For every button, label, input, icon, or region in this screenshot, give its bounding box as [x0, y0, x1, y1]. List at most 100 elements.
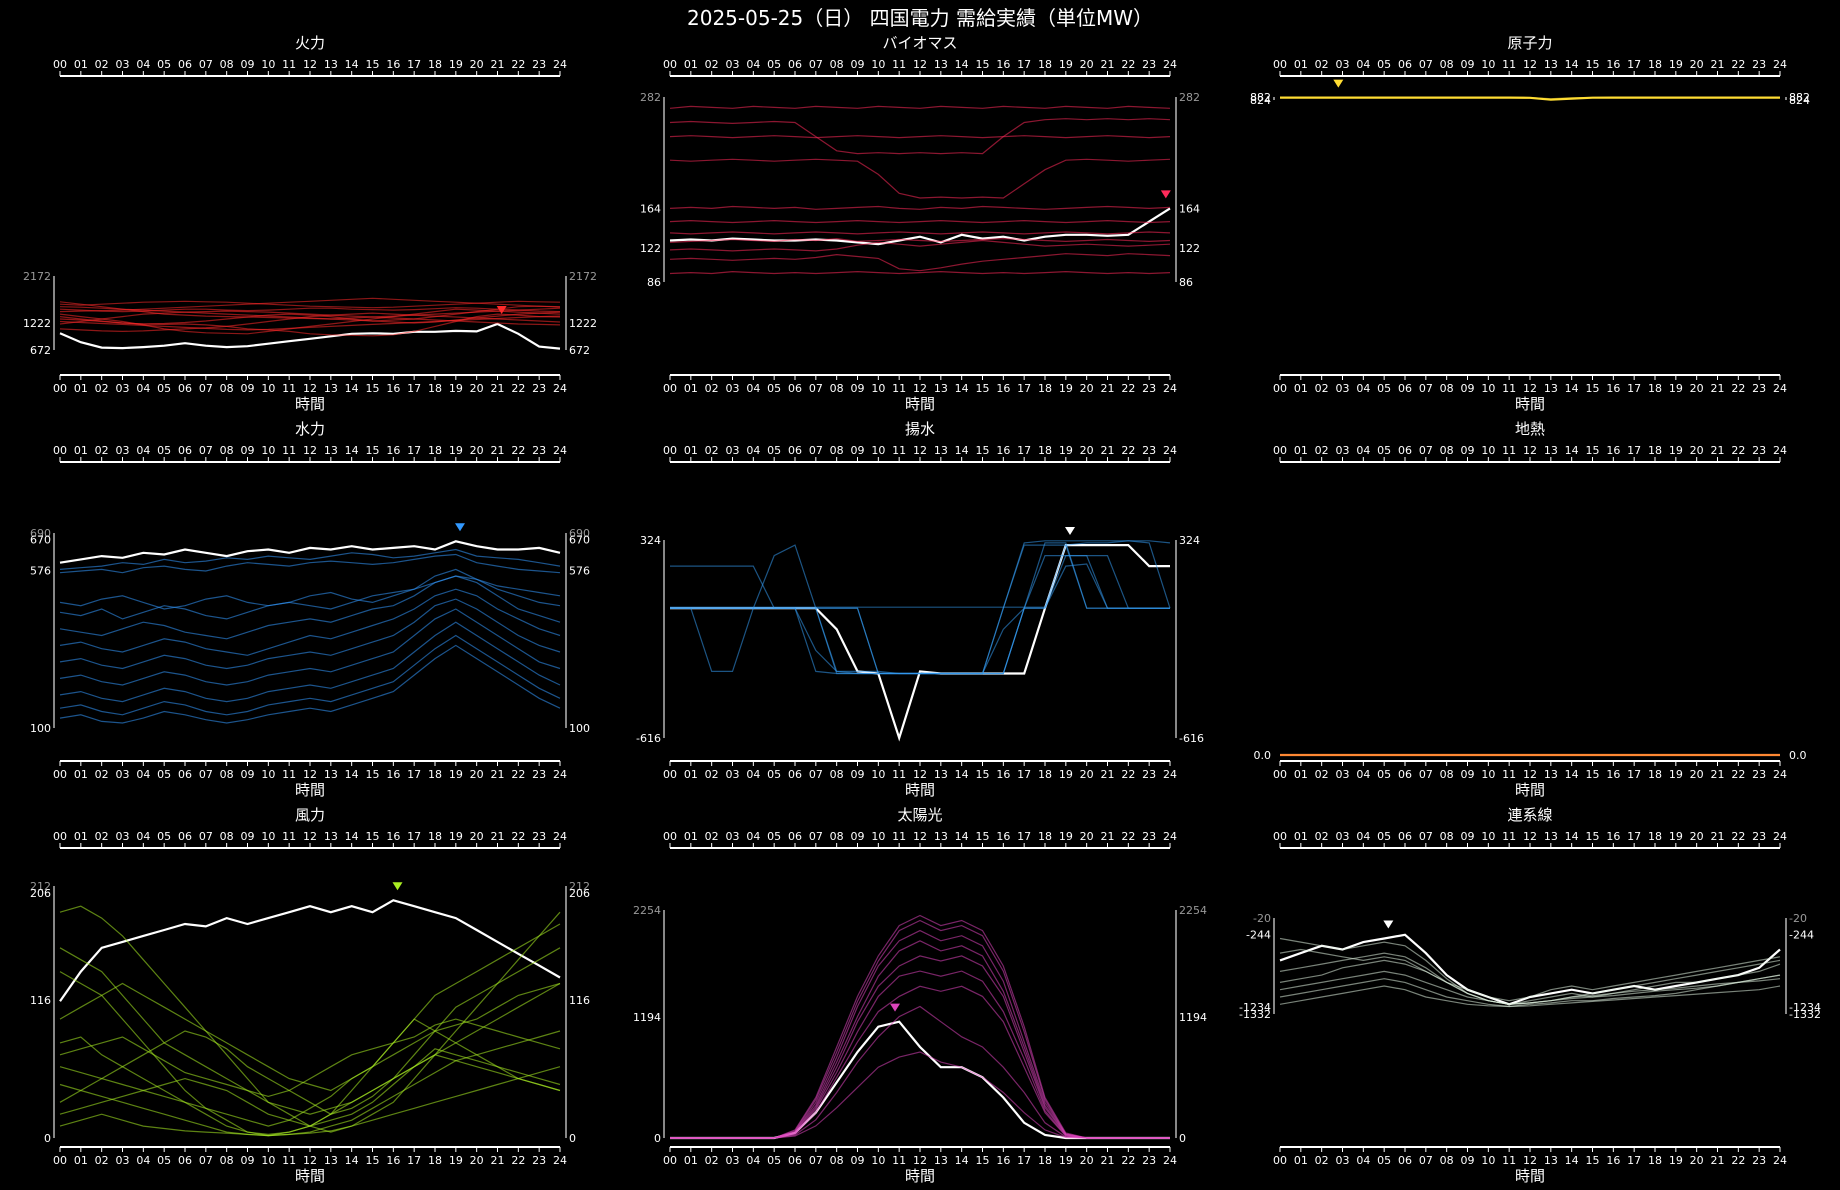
series-line [1279, 937, 1781, 1005]
y-tick-label-left: -1234 [1239, 1001, 1271, 1014]
top-tick-label: 12 [913, 830, 927, 843]
bottom-tick-label: 20 [1080, 768, 1094, 781]
top-tick-label: 08 [220, 830, 234, 843]
top-tick-label: 04 [136, 830, 150, 843]
top-tick-label: 04 [1356, 444, 1370, 457]
series-line [59, 982, 561, 1127]
series-line [59, 310, 561, 326]
top-tick-label: 00 [663, 444, 677, 457]
peak-marker [1160, 190, 1171, 199]
top-tick-label: 11 [282, 444, 296, 457]
bottom-tick-label: 11 [282, 768, 296, 781]
bottom-tick-label: 09 [851, 1154, 865, 1167]
top-tick-label: 20 [1690, 830, 1704, 843]
series-line [59, 1030, 561, 1137]
bottom-tick-label: 20 [1080, 1154, 1094, 1167]
top-tick-label: 12 [1523, 830, 1537, 843]
top-tick-label: 05 [1377, 830, 1391, 843]
bottom-tick-label: 09 [1461, 382, 1475, 395]
top-tick-label: 13 [1544, 444, 1558, 457]
top-tick-label: 21 [491, 830, 505, 843]
series-line [670, 1005, 1170, 1139]
bottom-tick-label: 16 [386, 768, 400, 781]
top-tick-label: 22 [511, 444, 525, 457]
top-tick-label: 00 [53, 58, 67, 71]
series-line [670, 563, 1170, 675]
series-line [59, 1018, 561, 1098]
bottom-tick-label: 06 [1398, 768, 1412, 781]
bottom-tick-label: 00 [53, 382, 67, 395]
top-tick-label: 03 [1336, 58, 1350, 71]
top-tick-label: 09 [851, 830, 865, 843]
top-tick-label: 08 [1440, 444, 1454, 457]
bottom-tick-label: 01 [684, 1154, 698, 1167]
bottom-tick-label: 21 [1101, 768, 1115, 781]
y-tick-label-right: 86 [1179, 276, 1193, 289]
top-tick-label: 14 [345, 444, 359, 457]
top-tick-label: 07 [809, 58, 823, 71]
bottom-tick-label: 05 [767, 768, 781, 781]
page-title: 2025-05-25（日） 四国電力 需給実績（単位MW） [687, 6, 1153, 30]
top-tick-label: 23 [1142, 444, 1156, 457]
bottom-tick-label: 13 [324, 768, 338, 781]
bottom-tick-label: 24 [553, 382, 567, 395]
series-line [670, 540, 1171, 608]
bottom-tick-label: 14 [345, 1154, 359, 1167]
panel-title: 地熱 [1515, 420, 1545, 438]
series-line [669, 239, 1171, 252]
top-tick-label: 17 [1627, 444, 1641, 457]
y-tick-label-right: 212 [569, 880, 590, 893]
y-tick-label-right: -1332 [1789, 1008, 1821, 1021]
bottom-tick-label: 24 [1163, 382, 1177, 395]
y-tick-label-right: 2172 [569, 270, 597, 283]
top-tick-label: 10 [1481, 58, 1495, 71]
y-tick-label-left: -244 [1246, 928, 1271, 941]
top-tick-label: 14 [955, 830, 969, 843]
bottom-tick-label: 00 [53, 768, 67, 781]
top-tick-label: 02 [705, 444, 719, 457]
bottom-tick-label: 07 [809, 1154, 823, 1167]
bottom-tick-label: 10 [1481, 768, 1495, 781]
y-tick-label-left: -616 [636, 732, 661, 745]
top-tick-label: 10 [1481, 444, 1495, 457]
top-tick-label: 14 [1565, 444, 1579, 457]
top-tick-label: 23 [1752, 444, 1766, 457]
bottom-tick-label: 11 [892, 1154, 906, 1167]
top-tick-label: 05 [1377, 444, 1391, 457]
top-tick-label: 15 [976, 444, 990, 457]
bottom-tick-label: 07 [809, 768, 823, 781]
y-tick-label-right: 672 [569, 344, 590, 357]
top-tick-label: 22 [1121, 58, 1135, 71]
bottom-tick-label: 16 [996, 382, 1010, 395]
x-axis-label: 時間 [905, 395, 935, 413]
top-tick-label: 20 [1690, 444, 1704, 457]
bottom-tick-label: 11 [282, 382, 296, 395]
series-line [59, 553, 561, 574]
bottom-tick-label: 05 [1377, 382, 1391, 395]
series-line [59, 1048, 561, 1127]
bottom-tick-label: 21 [1711, 382, 1725, 395]
top-tick-label: 24 [553, 58, 567, 71]
top-tick-label: 23 [532, 444, 546, 457]
bottom-tick-label: 22 [511, 1154, 525, 1167]
series-line [59, 311, 561, 325]
bottom-tick-label: 12 [1523, 1154, 1537, 1167]
bottom-tick-label: 17 [1017, 768, 1031, 781]
top-tick-label: 24 [1163, 58, 1177, 71]
bottom-tick-label: 10 [871, 382, 885, 395]
top-tick-label: 16 [386, 58, 400, 71]
top-tick-label: 23 [532, 830, 546, 843]
top-tick-label: 04 [1356, 58, 1370, 71]
bottom-tick-label: 08 [1440, 382, 1454, 395]
bottom-tick-label: 01 [684, 382, 698, 395]
bottom-tick-label: 13 [934, 1154, 948, 1167]
top-tick-label: 24 [1163, 830, 1177, 843]
bottom-tick-label: 01 [74, 768, 88, 781]
bottom-tick-label: 12 [1523, 382, 1537, 395]
top-tick-label: 15 [1586, 58, 1600, 71]
series-line [59, 300, 561, 309]
bottom-tick-label: 07 [1419, 382, 1433, 395]
series-line [1280, 96, 1780, 100]
top-tick-label: 06 [788, 444, 802, 457]
